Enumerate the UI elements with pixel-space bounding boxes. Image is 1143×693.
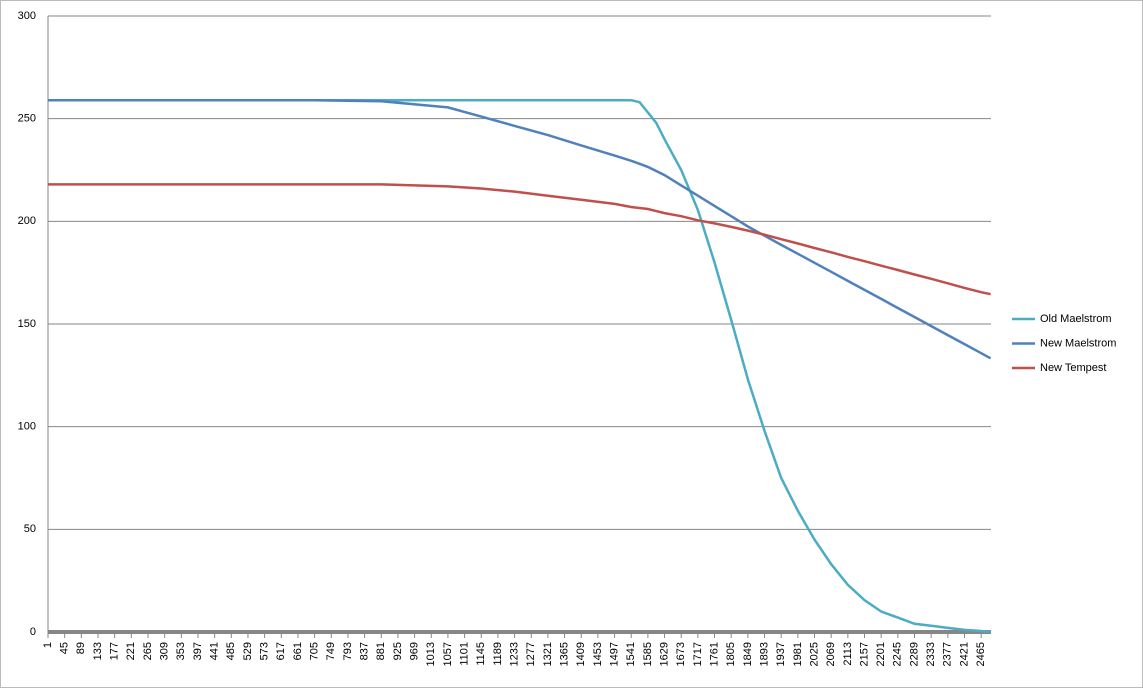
x-tick-label: 1497 <box>608 642 620 666</box>
y-tick-label: 200 <box>18 215 36 227</box>
x-tick-label: 1453 <box>592 642 604 666</box>
x-tick-label: 705 <box>309 642 321 660</box>
x-tick-label: 1805 <box>725 642 737 666</box>
x-tick-label: 1937 <box>775 642 787 666</box>
legend-label: Old Maelstrom <box>1040 313 1112 325</box>
x-tick-label: 617 <box>275 642 287 660</box>
x-tick-label: 1585 <box>642 642 654 666</box>
x-tick-label: 2069 <box>825 642 837 666</box>
y-tick-label: 0 <box>30 626 36 638</box>
x-tick-label: 45 <box>59 642 71 654</box>
series-line <box>48 183 991 296</box>
x-tick-label: 1893 <box>758 642 770 666</box>
x-tick-label: 2333 <box>925 642 937 666</box>
x-tick-label: 397 <box>192 642 204 660</box>
x-tick-label: 969 <box>409 642 421 660</box>
x-tick-label: 2113 <box>842 642 854 666</box>
x-tick-label: 1409 <box>575 642 587 666</box>
x-tick-label: 2201 <box>875 642 887 666</box>
y-tick-label: 150 <box>18 318 36 330</box>
x-tick-label: 1145 <box>475 642 487 666</box>
x-tick-label: 1673 <box>675 642 687 666</box>
x-tick-label: 661 <box>292 642 304 660</box>
x-tick-label: 133 <box>92 642 104 660</box>
legend-label: New Tempest <box>1040 362 1106 374</box>
x-tick-label: 265 <box>142 642 154 660</box>
x-tick-label: 441 <box>209 642 221 660</box>
x-tick-label: 1981 <box>792 642 804 666</box>
series-line <box>48 98 992 360</box>
x-tick-label: 1101 <box>458 642 470 666</box>
y-tick-label: 250 <box>18 113 36 125</box>
x-tick-label: 1541 <box>625 642 637 666</box>
x-tick-label: 793 <box>342 642 354 660</box>
y-tick-label: 50 <box>24 523 36 535</box>
x-tick-label: 1761 <box>708 642 720 666</box>
x-tick-label: 881 <box>375 642 387 660</box>
x-tick-label: 1 <box>42 642 54 648</box>
y-tick-label: 100 <box>18 421 36 433</box>
x-tick-label: 2025 <box>808 642 820 666</box>
x-tick-label: 2421 <box>958 642 970 666</box>
x-tick-label: 1233 <box>508 642 520 666</box>
x-tick-label: 177 <box>109 642 121 660</box>
x-tick-label: 1365 <box>558 642 570 666</box>
x-tick-label: 485 <box>225 642 237 660</box>
x-tick-label: 1057 <box>442 642 454 666</box>
x-tick-label: 2245 <box>892 642 904 666</box>
x-tick-label: 1277 <box>525 642 537 666</box>
x-tick-label: 2289 <box>908 642 920 666</box>
x-tick-label: 1717 <box>692 642 704 666</box>
x-tick-label: 221 <box>125 642 137 660</box>
series-line <box>48 98 991 634</box>
x-tick-label: 309 <box>159 642 171 660</box>
x-tick-label: 573 <box>259 642 271 660</box>
x-tick-label: 837 <box>359 642 371 660</box>
legend-label: New Maelstrom <box>1040 337 1116 349</box>
x-tick-label: 2157 <box>858 642 870 666</box>
y-tick-label: 300 <box>18 10 36 22</box>
x-tick-label: 529 <box>242 642 254 660</box>
x-tick-label: 1321 <box>542 642 554 666</box>
x-tick-label: 2377 <box>942 642 954 666</box>
x-tick-label: 1849 <box>742 642 754 666</box>
x-tick-label: 1189 <box>492 642 504 666</box>
x-tick-label: 2465 <box>975 642 987 666</box>
x-tick-label: 89 <box>75 642 87 654</box>
x-tick-label: 1629 <box>658 642 670 666</box>
x-tick-label: 925 <box>392 642 404 660</box>
x-tick-label: 353 <box>175 642 187 660</box>
x-tick-label: 749 <box>325 642 337 660</box>
x-tick-label: 1013 <box>425 642 437 666</box>
